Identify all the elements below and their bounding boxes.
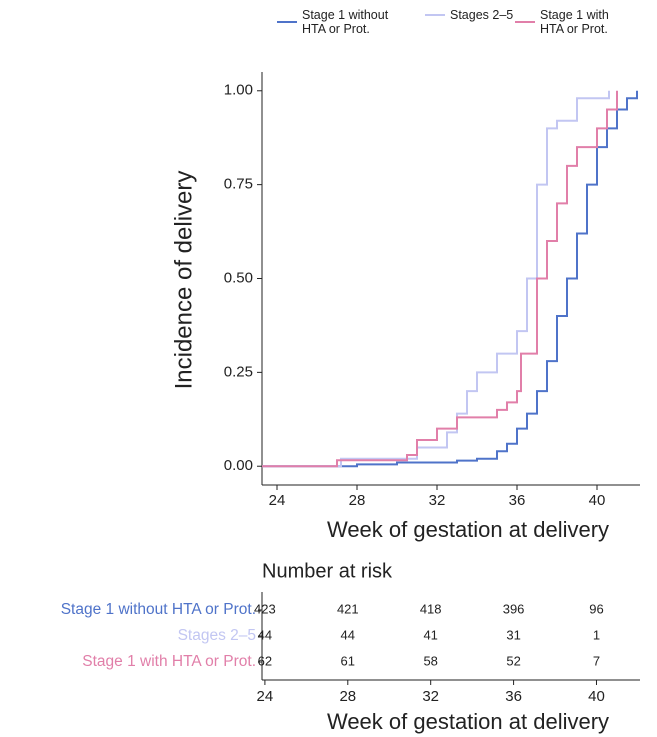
y-tick-label: 1.00 [224,82,253,99]
x-tick-label: 32 [429,492,446,509]
y-tick-label: 0.75 [224,176,253,193]
risk-count: 52 [506,653,520,668]
risk-count: 31 [506,627,520,642]
legend-item: Stage 1 without HTA or Prot. [277,8,412,36]
risk-x-tick-label: 40 [588,688,605,705]
risk-count: 41 [423,627,437,642]
risk-row-label: Stage 1 with HTA or Prot. [82,653,256,670]
legend-item: Stage 1 with HTA or Prot. [515,8,635,36]
risk-x-tick-label: 24 [257,688,274,705]
risk-count: 44 [341,627,355,642]
risk-count: 1 [593,627,600,642]
y-tick-label: 0.25 [224,363,253,380]
risk-count: 44 [258,627,272,642]
x-tick-label: 28 [349,492,366,509]
risk-count: 421 [337,601,359,616]
risk-table-title: Number at risk [262,560,393,582]
survival-curve [262,90,618,468]
legend-swatch [425,14,445,16]
risk-count: 96 [589,601,603,616]
risk-x-axis-title: Week of gestation at delivery [327,709,609,734]
legend-label: Stage 1 without HTA or Prot. [302,8,389,36]
risk-x-tick-label: 28 [339,688,356,705]
y-tick-label: 0.50 [224,269,253,286]
legend-item: Stages 2–5 [425,8,513,22]
y-tick-label: 0.00 [224,457,253,474]
risk-count: 418 [420,601,442,616]
risk-row-label: Stage 1 without HTA or Prot. [61,601,256,618]
risk-row-label: Stages 2–5 [178,627,256,644]
x-tick-label: 40 [589,492,606,509]
legend-swatch [277,21,297,23]
legend-swatch [515,21,535,23]
y-axis-title: Incidence of delivery [170,171,197,390]
risk-x-tick-label: 32 [422,688,439,705]
risk-count: 396 [503,601,525,616]
risk-count: 423 [254,601,276,616]
risk-count: 58 [423,653,437,668]
survival-curve [262,90,638,468]
risk-count: 62 [258,653,272,668]
legend-label: Stages 2–5 [450,8,514,22]
x-tick-label: 24 [269,492,286,509]
survival-curve [262,90,610,468]
x-axis-title: Week of gestation at delivery [327,517,609,542]
legend-label: Stage 1 with HTA or Prot. [540,8,609,36]
risk-count: 7 [593,653,600,668]
x-tick-label: 36 [509,492,526,509]
risk-x-tick-label: 36 [505,688,522,705]
risk-count: 61 [341,653,355,668]
